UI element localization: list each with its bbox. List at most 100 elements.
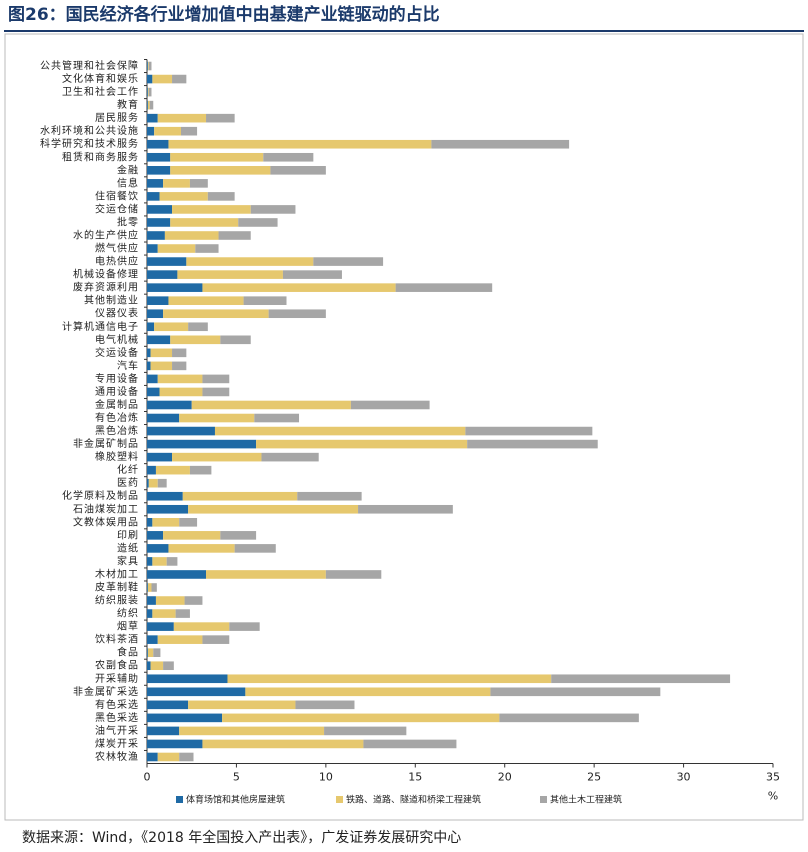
legend-label: 其他土木工程建筑 <box>550 794 622 806</box>
bar-segment <box>147 152 171 162</box>
y-tick-label: 食品 <box>117 646 139 659</box>
bar-segment <box>153 648 161 657</box>
y-tick-label: 机械设备修理 <box>73 268 139 281</box>
bar-segment <box>147 166 171 175</box>
bar-segment <box>147 596 156 605</box>
bar-segment <box>363 739 457 749</box>
bar-segment <box>147 648 148 657</box>
bar-segment <box>163 309 269 319</box>
bar-segment <box>188 504 359 514</box>
bar-segment <box>147 296 169 305</box>
bar-segment <box>154 126 181 136</box>
bar-segment <box>147 283 203 292</box>
bar-segment <box>227 674 552 684</box>
bar-segment <box>147 100 148 110</box>
bar-segment <box>170 335 221 345</box>
y-tick-label: 租赁和商务服务 <box>62 150 139 163</box>
bar-segment <box>214 426 466 436</box>
bar-segment <box>186 257 314 266</box>
y-tick-label: 专用设备 <box>95 372 139 385</box>
bar-segment <box>150 348 173 358</box>
y-tick-label: 非金属矿制品 <box>73 437 139 450</box>
bar-segment <box>220 335 251 345</box>
bar-segment <box>148 61 152 71</box>
bar-segment <box>499 713 639 723</box>
bar-segment <box>147 244 158 253</box>
x-tick-label: 35 <box>766 771 780 784</box>
bar-segment <box>324 726 407 736</box>
legend-label: 铁路、道路、隧道和桥梁工程建筑 <box>346 794 481 806</box>
y-tick-label: 其他制造业 <box>84 294 139 307</box>
bar-segment <box>152 518 180 527</box>
bar-segment <box>465 426 593 436</box>
y-tick-label: 化纤 <box>117 463 139 476</box>
bar-segment <box>163 179 190 188</box>
bar-segment <box>147 413 180 423</box>
y-tick-label: 橡胶塑料 <box>95 450 139 463</box>
y-tick-label: 金融 <box>117 163 139 176</box>
bar-segment <box>467 439 598 449</box>
bar-segment <box>168 544 235 553</box>
bar-segment <box>147 544 169 553</box>
bar-segment <box>297 491 362 501</box>
bar-segment <box>159 192 208 201</box>
bar-segment <box>229 622 260 631</box>
bar-segment <box>149 100 154 110</box>
bar-segment <box>202 283 396 292</box>
y-tick-label: 农林牧渔 <box>95 750 139 763</box>
bar-segment <box>234 544 276 553</box>
bar-segment <box>172 74 187 84</box>
y-tick-label: 医药 <box>117 477 139 489</box>
bar-segment <box>157 635 203 644</box>
bar-segment <box>147 113 158 123</box>
bar-segment <box>147 139 169 149</box>
bar-segment <box>168 296 244 305</box>
bar-segment <box>222 713 500 723</box>
bar-segment <box>147 218 171 227</box>
bar-segment <box>147 74 153 84</box>
y-tick-label: 油气开采 <box>95 724 139 737</box>
bar-segment <box>147 309 164 319</box>
y-tick-label: 有色采选 <box>95 698 139 711</box>
y-tick-label: 黑色采选 <box>95 711 139 724</box>
bar-segment <box>168 139 432 149</box>
bar-segment <box>147 205 173 214</box>
y-tick-label: 水的生产供应 <box>73 229 139 242</box>
bar-segment <box>189 465 212 475</box>
bar-segment <box>220 531 257 540</box>
bar-segment <box>325 570 382 579</box>
y-tick-label: 仪器仪表 <box>95 307 139 320</box>
bar-segment <box>147 452 173 462</box>
bar-segment <box>155 596 185 605</box>
bar-segment <box>147 531 164 540</box>
bar-segment <box>147 374 158 384</box>
bar-segment <box>147 478 149 488</box>
y-tick-label: 教育 <box>117 98 139 111</box>
y-tick-label: 住宿餐饮 <box>95 189 139 202</box>
bar-segment <box>170 152 264 162</box>
y-tick-label: 石油煤炭加工 <box>73 502 139 515</box>
y-tick-label: 有色冶炼 <box>95 411 139 424</box>
bar-segment <box>256 439 468 449</box>
bar-segment <box>179 726 325 736</box>
bar-segment <box>148 87 152 97</box>
y-tick-label: 电气机械 <box>95 333 139 346</box>
bar-segment <box>170 218 239 227</box>
bar-segment <box>313 257 384 266</box>
bar-segment <box>180 126 198 136</box>
bar-segment <box>173 622 230 631</box>
bar-segment <box>245 687 491 697</box>
x-tick-label: 25 <box>587 771 601 784</box>
bar-segment <box>147 713 223 723</box>
bar-segment <box>147 661 151 671</box>
bar-segment <box>147 635 158 644</box>
y-tick-label: 居民服务 <box>95 111 139 124</box>
bar-segment <box>206 570 326 579</box>
bar-segment <box>147 335 171 345</box>
bar-segment <box>172 348 187 358</box>
bar-segment <box>218 231 251 240</box>
bar-segment <box>163 531 221 540</box>
bar-segment <box>159 387 203 397</box>
bar-segment <box>179 752 194 762</box>
